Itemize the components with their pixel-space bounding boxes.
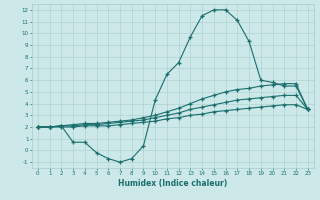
X-axis label: Humidex (Indice chaleur): Humidex (Indice chaleur)	[118, 179, 228, 188]
